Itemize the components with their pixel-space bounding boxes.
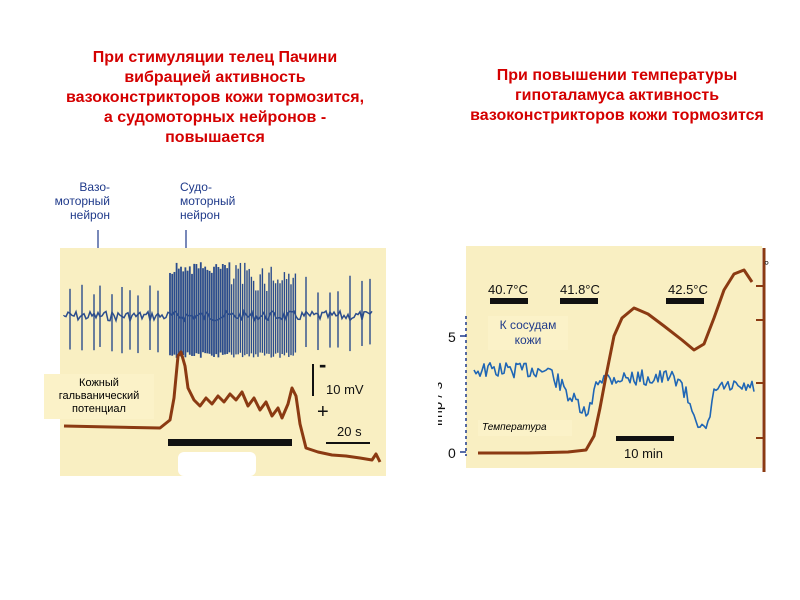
right-heading: При повышении температуры гипоталамуса а…	[470, 67, 764, 124]
voltage-plus-sign: +	[317, 401, 329, 423]
voltage-scale-label: 10 mV	[326, 382, 364, 397]
temperature-trace	[478, 268, 754, 455]
nerve-activity-trace	[63, 262, 373, 358]
left-heading: При стимуляции телец Пачини вибрацией ак…	[65, 49, 365, 146]
temperature-svg: 5 0 imp / s °C 25 23 40.7°C 41.8°C 42.5°…	[429, 246, 779, 472]
time-scale-label: 10 min	[624, 446, 663, 461]
y-tick-0: 0	[448, 445, 456, 461]
y-axis-label: imp / s	[438, 382, 446, 426]
temperature-label: Температура	[478, 420, 572, 436]
vasomotor-neuron-label: Вазо- моторный нейрон	[54, 180, 110, 222]
stim-label-2: 41.8°C	[560, 282, 600, 297]
blank-patch	[178, 452, 256, 476]
stimulus-bar	[168, 439, 292, 446]
neurogram-panel: - + 10 mV 20 s	[60, 248, 386, 476]
time-scale-label: 20 s	[337, 424, 362, 439]
gsr-label: Кожный гальванический потенциал	[44, 374, 154, 419]
firing-rate-trace	[473, 362, 755, 430]
stim-bar-1	[490, 298, 528, 304]
vessel-label: К сосудам кожи	[488, 316, 568, 350]
temperature-panel: 5 0 imp / s °C 25 23 40.7°C 41.8°C 42.5°…	[429, 240, 779, 476]
neurogram-svg: - + 10 mV 20 s	[63, 262, 382, 476]
stim-label-3: 42.5°C	[668, 282, 708, 297]
stim-bar-3	[666, 298, 704, 304]
gsr-trace	[63, 350, 382, 463]
y-tick-5: 5	[448, 329, 456, 345]
stim-label-1: 40.7°C	[488, 282, 528, 297]
temp-unit: °C	[764, 258, 770, 273]
stim-bar-2	[560, 298, 598, 304]
sudomotor-neuron-label: Судо- моторный нейрон	[180, 180, 236, 222]
voltage-minus-sign: -	[319, 352, 326, 377]
time-scale-bar	[616, 436, 674, 441]
